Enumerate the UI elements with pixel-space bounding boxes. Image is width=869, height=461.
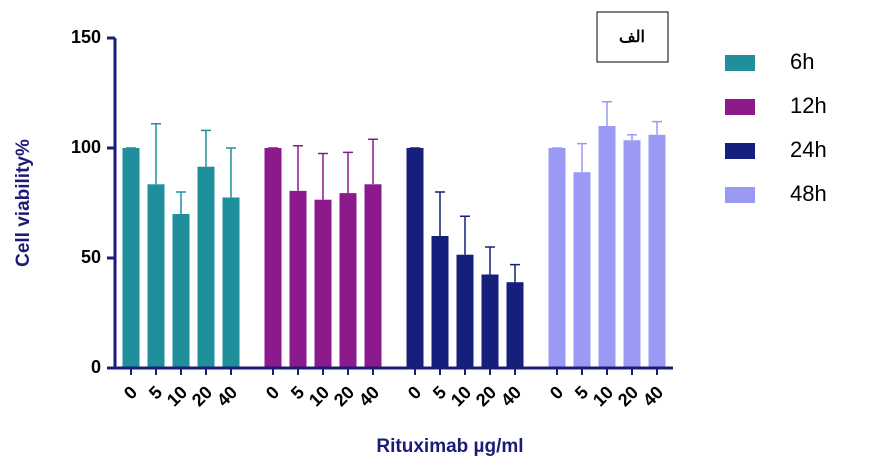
x-tick-label: 0 — [404, 382, 425, 403]
legend-swatch — [725, 99, 755, 115]
legend-label: 12h — [790, 93, 827, 118]
legend-swatch — [725, 187, 755, 203]
error-bar — [435, 191, 445, 236]
y-tick-label: 0 — [91, 357, 101, 377]
bar — [122, 148, 140, 368]
bar — [172, 214, 190, 368]
legend-label: 24h — [790, 137, 827, 162]
y-tick-label: 50 — [81, 247, 101, 267]
y-tick-label: 150 — [71, 27, 101, 47]
error-bar — [602, 101, 612, 126]
x-tick-label: 0 — [546, 382, 567, 403]
legend-label: 48h — [790, 181, 827, 206]
x-tick-label: 40 — [497, 382, 525, 410]
x-tick-label: 5 — [429, 382, 450, 403]
legend-swatch — [725, 55, 755, 71]
bar — [648, 134, 666, 368]
x-tick-label: 40 — [355, 382, 383, 410]
error-bar — [293, 145, 303, 191]
bar — [264, 148, 282, 368]
bar — [406, 148, 424, 368]
legend-swatch — [725, 143, 755, 159]
error-bar — [318, 152, 328, 200]
bar — [147, 184, 165, 368]
x-tick-label: 5 — [145, 382, 166, 403]
error-bar — [343, 151, 353, 194]
error-bar — [577, 142, 587, 173]
error-bar — [510, 263, 520, 283]
error-bar — [460, 215, 470, 255]
error-bar — [485, 246, 495, 275]
bar — [481, 274, 499, 368]
bar — [548, 148, 566, 368]
bar — [623, 140, 641, 368]
bar — [456, 254, 474, 368]
x-tick-label: 5 — [571, 382, 592, 403]
x-tick-label: 40 — [639, 382, 667, 410]
bar — [289, 190, 307, 368]
bar — [222, 197, 240, 368]
error-bar — [627, 134, 637, 141]
error-bar — [652, 120, 662, 135]
error-bar — [226, 147, 236, 198]
legend-label: 6h — [790, 49, 814, 74]
bar — [431, 236, 449, 368]
bar — [506, 282, 524, 368]
annotation-box — [596, 11, 669, 63]
bar — [197, 166, 215, 368]
x-tick-label: 40 — [213, 382, 241, 410]
error-bar — [201, 129, 211, 167]
bar — [339, 193, 357, 368]
error-bar — [368, 138, 378, 185]
error-bar — [151, 123, 161, 185]
x-tick-label: 5 — [287, 382, 308, 403]
annotation: الف — [619, 29, 645, 46]
error-bar — [176, 191, 186, 214]
bar — [314, 199, 332, 368]
x-tick-label: 0 — [262, 382, 283, 403]
x-tick-label: 0 — [120, 382, 141, 403]
bar — [364, 184, 382, 368]
bar — [573, 172, 591, 368]
bar — [598, 126, 616, 368]
x-axis-label: Rituximab µg/ml — [376, 436, 523, 457]
y-axis-label: Cell viability% — [13, 139, 34, 267]
y-tick-label: 100 — [71, 137, 101, 157]
